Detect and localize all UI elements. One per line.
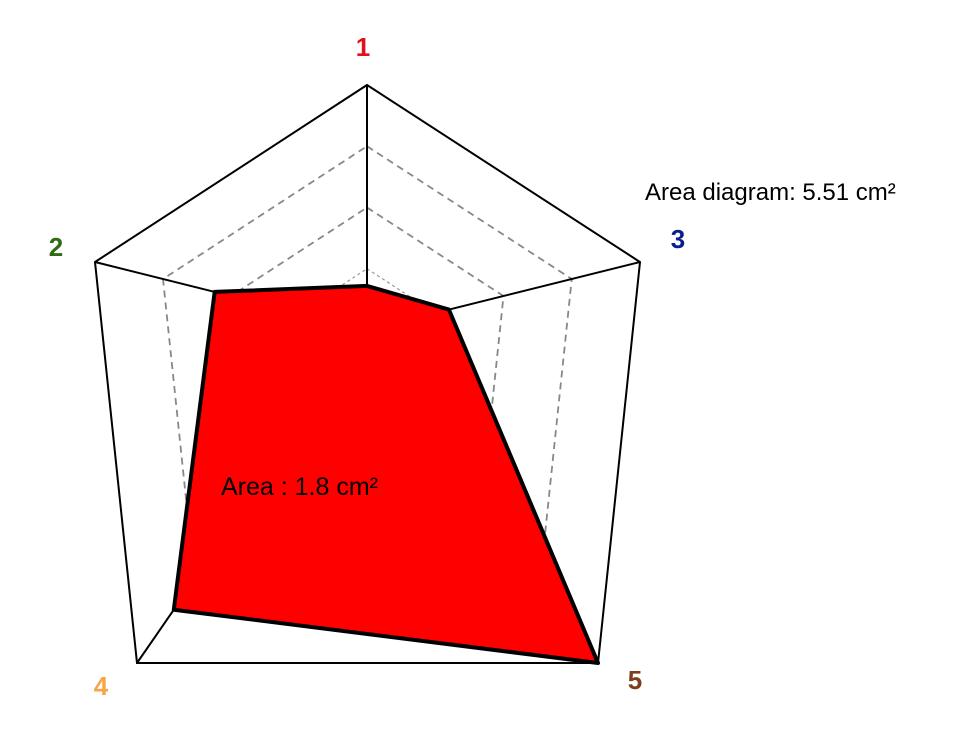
data-point-axis-1: [365, 284, 369, 288]
data-point-axis-2: [213, 290, 217, 294]
data-point-axis-3: [447, 308, 451, 312]
axis-label-5: 5: [628, 665, 642, 695]
grid-outer-ring: [93, 83, 642, 664]
diagram-area-annotation: Area diagram: 5.51 cm²: [645, 179, 896, 206]
axis-labels: 1 2 3 4 5: [49, 32, 685, 701]
polygon-area-annotation: Area : 1.8 cm²: [221, 473, 378, 501]
axis-label-2: 2: [49, 232, 63, 262]
grid-ring-2: [230, 206, 505, 498]
data-point-axis-4: [172, 608, 176, 612]
data-point-axis-5: [596, 661, 600, 665]
axis-label-4: 4: [94, 671, 109, 701]
axis-label-3: 3: [671, 224, 685, 254]
axis-label-1: 1: [356, 32, 370, 62]
radar-data: [171, 283, 600, 665]
series-polygon: [171, 283, 600, 665]
